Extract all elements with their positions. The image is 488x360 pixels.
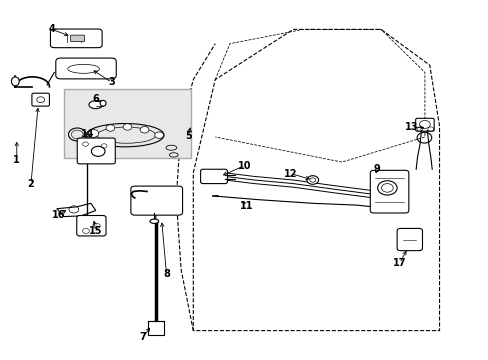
- Text: 17: 17: [392, 258, 406, 268]
- Text: 7: 7: [140, 332, 146, 342]
- Text: 12: 12: [284, 168, 297, 179]
- Circle shape: [155, 132, 163, 138]
- Text: 10: 10: [237, 161, 251, 171]
- Ellipse shape: [11, 77, 19, 86]
- Circle shape: [140, 127, 149, 133]
- Text: 14: 14: [81, 129, 94, 139]
- FancyBboxPatch shape: [77, 216, 106, 236]
- Text: 16: 16: [51, 210, 65, 220]
- FancyBboxPatch shape: [396, 228, 422, 251]
- FancyBboxPatch shape: [200, 169, 227, 184]
- Text: 8: 8: [163, 269, 169, 279]
- Bar: [148, 320, 163, 335]
- Text: 1: 1: [13, 155, 20, 165]
- Text: 2: 2: [27, 179, 34, 189]
- Text: 6: 6: [92, 94, 99, 104]
- FancyBboxPatch shape: [77, 138, 115, 164]
- FancyBboxPatch shape: [56, 58, 116, 79]
- Bar: [64, 89, 190, 158]
- Circle shape: [88, 130, 99, 137]
- Ellipse shape: [100, 100, 106, 106]
- FancyBboxPatch shape: [32, 93, 49, 106]
- Circle shape: [106, 125, 115, 131]
- Text: 3: 3: [108, 77, 115, 87]
- Text: 15: 15: [89, 226, 102, 236]
- Ellipse shape: [89, 101, 102, 109]
- FancyBboxPatch shape: [131, 186, 182, 215]
- FancyBboxPatch shape: [369, 170, 408, 213]
- Text: 11: 11: [240, 201, 253, 211]
- FancyBboxPatch shape: [50, 29, 102, 48]
- Circle shape: [306, 176, 318, 184]
- Circle shape: [123, 124, 132, 130]
- Text: 9: 9: [373, 163, 380, 174]
- FancyBboxPatch shape: [415, 118, 433, 131]
- FancyBboxPatch shape: [70, 35, 84, 41]
- Text: 4: 4: [48, 24, 55, 35]
- Text: 5: 5: [184, 131, 191, 141]
- Text: 13: 13: [404, 122, 417, 132]
- Ellipse shape: [150, 219, 158, 224]
